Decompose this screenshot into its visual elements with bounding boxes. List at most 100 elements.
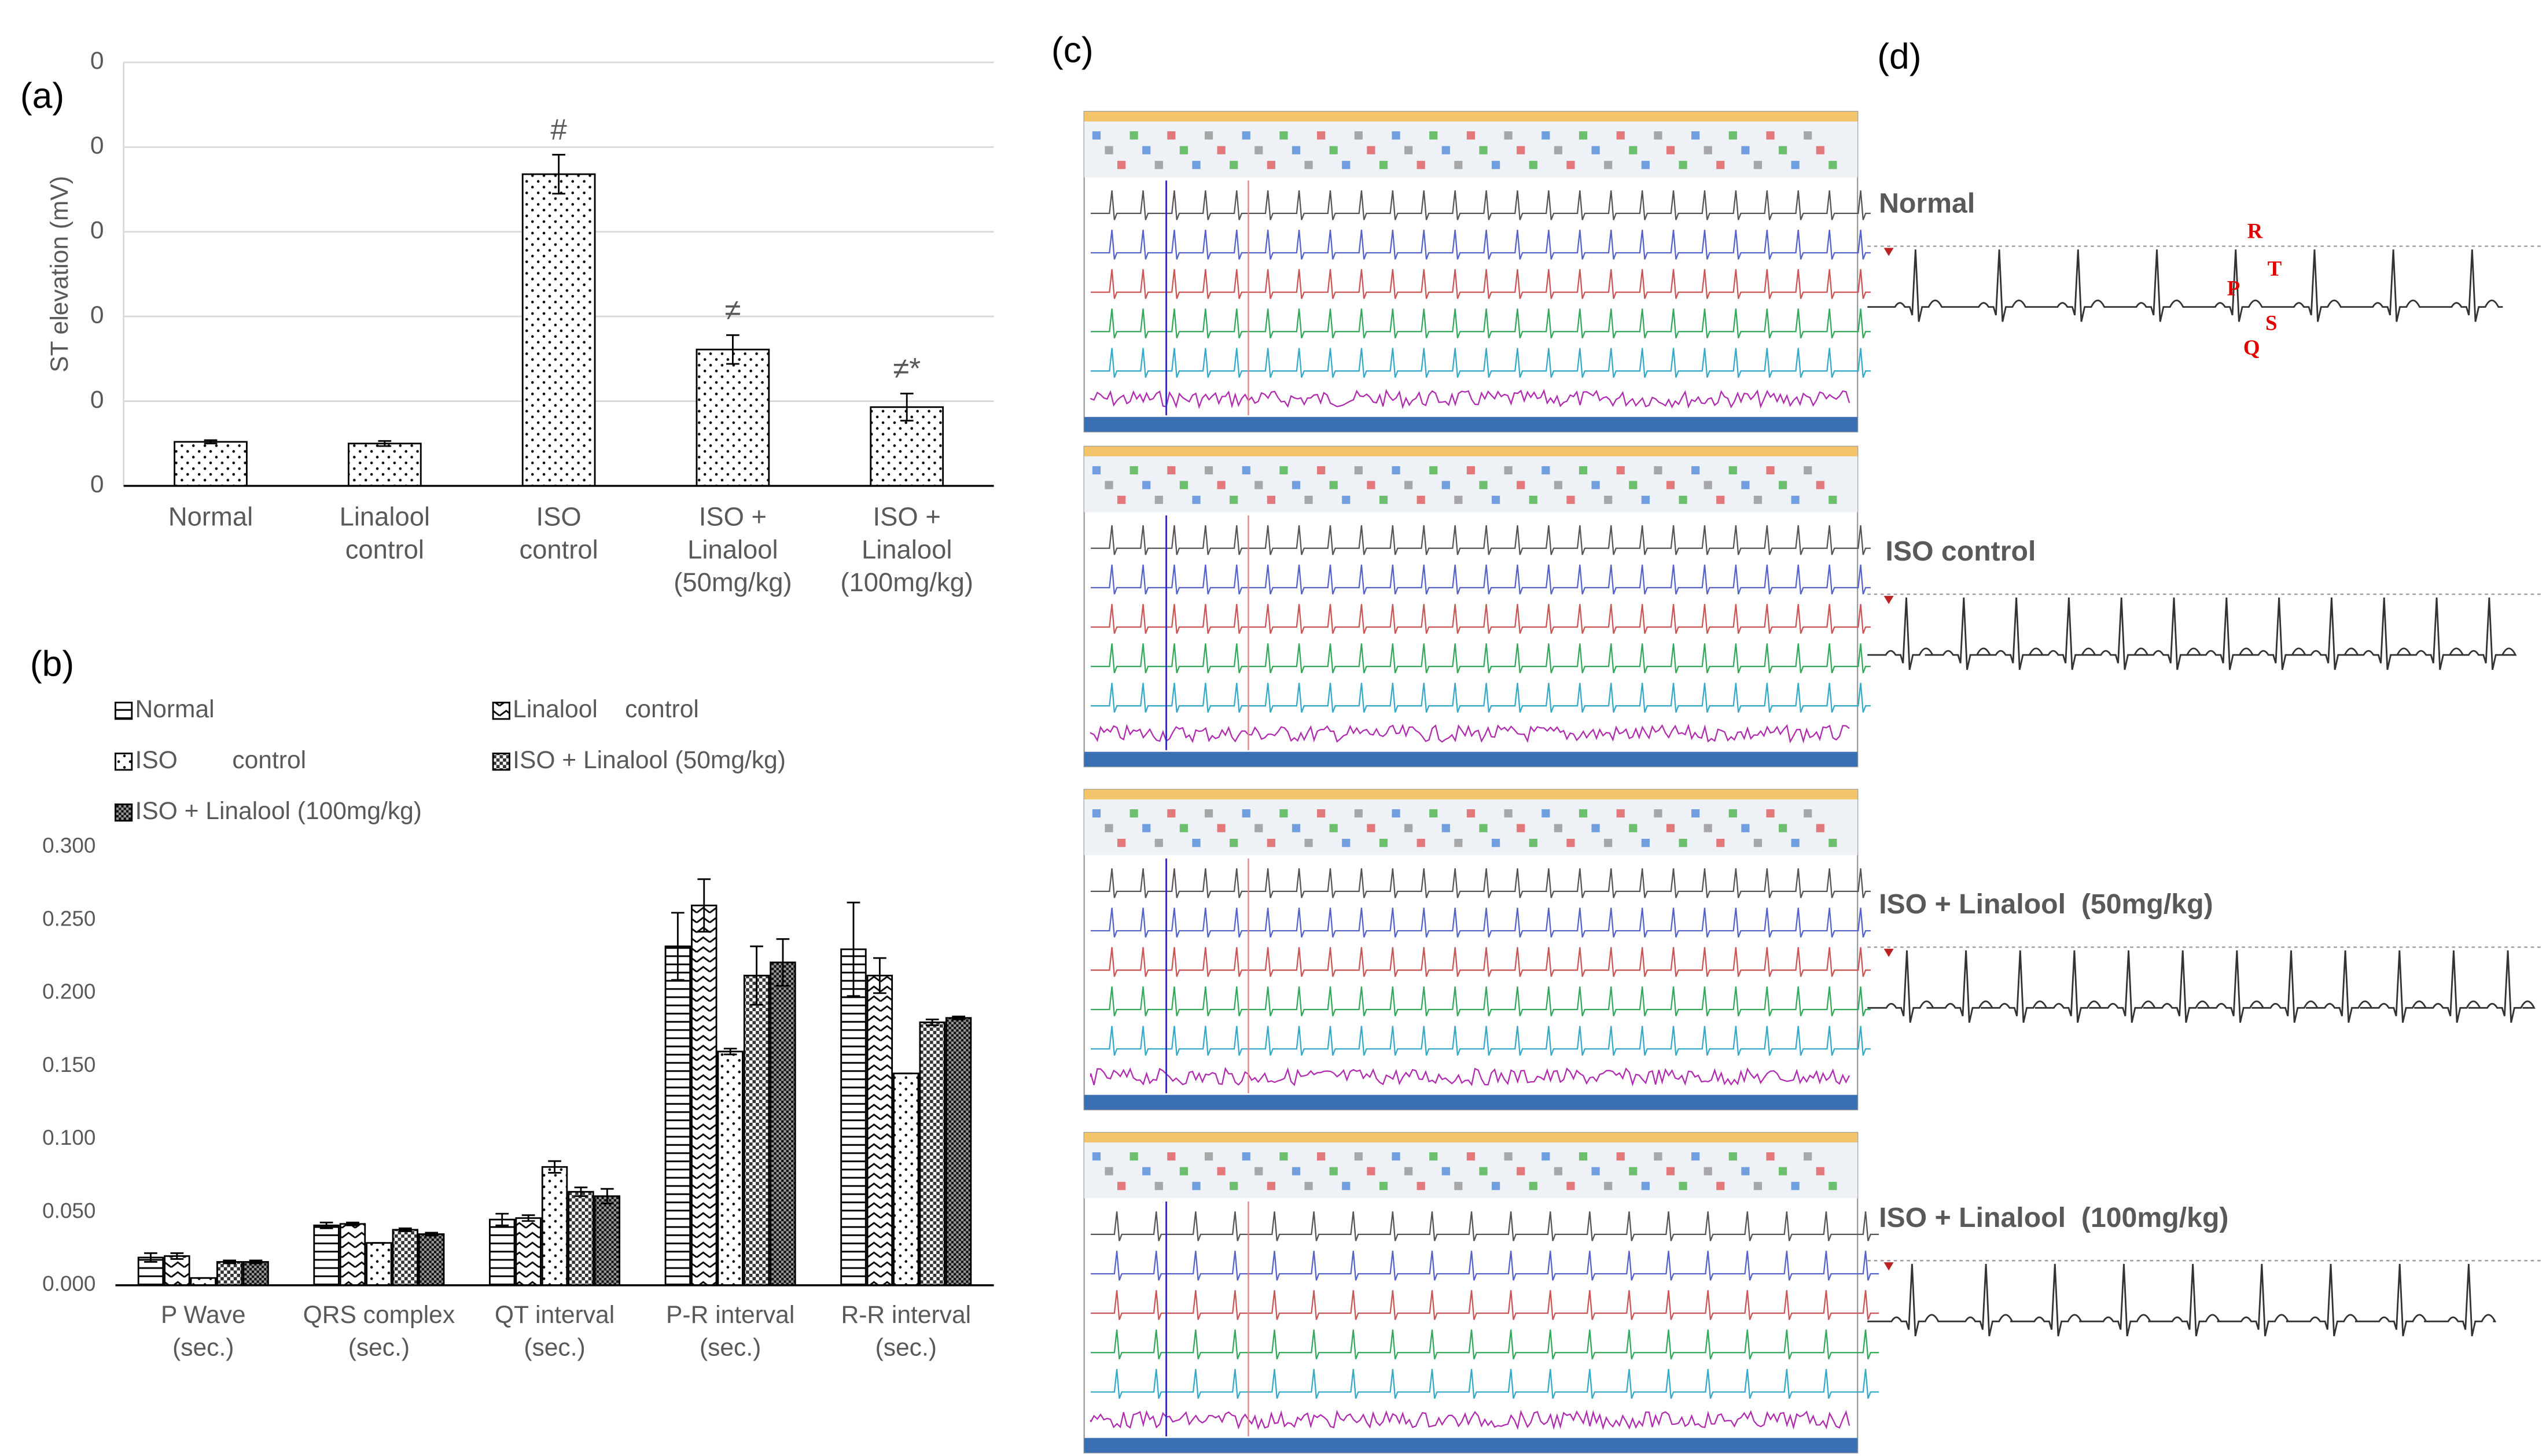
toolbar-icon: [1491, 1182, 1500, 1190]
toolbar-icon: [1204, 809, 1213, 818]
toolbar-icon: [1828, 1182, 1837, 1190]
noise-channel: [1090, 1409, 1850, 1431]
toolbar-icon: [1092, 466, 1101, 475]
toolbar-icon: [1329, 1167, 1338, 1175]
toolbar-icon: [1579, 1152, 1588, 1161]
toolbar-icon: [1716, 495, 1725, 504]
toolbar-icon: [1791, 839, 1800, 847]
toolbar-icon: [1704, 481, 1712, 489]
toolbar-icon: [1242, 809, 1250, 818]
toolbar-icon: [1504, 1152, 1513, 1161]
toolbar-icon: [1279, 466, 1288, 475]
toolbar-icon: [1629, 146, 1638, 154]
toolbar-icon: [1279, 1152, 1288, 1161]
y-tick-label: 0.200: [42, 980, 95, 1004]
toolbar-icon: [1242, 466, 1250, 475]
toolbar-icon: [1154, 1182, 1163, 1190]
x-tick-label: P-R interval (sec.): [666, 1301, 794, 1362]
toolbar-icon: [1254, 146, 1263, 154]
toolbar-icon: [1704, 146, 1712, 154]
toolbar-icon: [1317, 809, 1326, 818]
toolbar-icon: [1654, 466, 1662, 475]
x-tick-line: R-R interval: [841, 1301, 971, 1329]
toolbar-icon: [1454, 1182, 1463, 1190]
toolbar-icon: [1504, 466, 1513, 475]
toolbar-icon: [1342, 495, 1351, 504]
toolbar-icon: [1317, 466, 1326, 475]
toolbar-icon: [1142, 146, 1151, 154]
legend-label: Normal: [135, 695, 215, 723]
bar: [392, 1229, 419, 1287]
wave-label: Q: [2243, 336, 2260, 359]
trace-title: ISO control: [1885, 536, 2036, 567]
annotation: #: [550, 113, 567, 146]
toolbar-icon: [1666, 481, 1675, 489]
marker: [1883, 596, 1894, 604]
toolbar-icon: [1828, 495, 1837, 504]
toolbar-icon: [1753, 161, 1763, 169]
toolbar-icon: [1092, 1152, 1101, 1161]
legend-label: ISO + Linalool (50mg/kg): [513, 746, 786, 774]
toolbar-icon: [1192, 161, 1201, 169]
toolbar-icon: [1828, 839, 1837, 847]
x-tick-line: P Wave: [161, 1301, 246, 1329]
toolbar-icon: [1129, 466, 1138, 475]
toolbar-icon: [1517, 481, 1525, 489]
toolbar-icon: [1117, 161, 1126, 169]
bar: [893, 1072, 919, 1287]
toolbar-icon: [1454, 495, 1463, 504]
toolbar-icon: [1816, 824, 1824, 832]
toolbar-icon: [1816, 481, 1824, 489]
x-tick-line: QT interval: [495, 1301, 615, 1329]
toolbar-icon: [1716, 161, 1725, 169]
toolbar-icon: [1417, 839, 1425, 847]
toolbar-icon: [1304, 839, 1313, 847]
ecg-channel: [1091, 348, 1871, 378]
toolbar-icon: [1217, 146, 1226, 154]
toolbar-icon: [1479, 824, 1488, 832]
toolbar-icon: [1367, 1167, 1375, 1175]
toolbar-icon: [1816, 1167, 1824, 1175]
toolbar-icon: [1142, 481, 1151, 489]
toolbar-icon: [1105, 824, 1113, 832]
toolbar-icon: [1579, 131, 1588, 140]
toolbar-icon: [1579, 809, 1588, 818]
ecg-channel: [1091, 868, 1871, 898]
marker: [1883, 248, 1894, 256]
bar: [164, 1255, 190, 1287]
x-tick-line: Linalool: [687, 535, 778, 564]
toolbar-icon: [1766, 466, 1775, 475]
ecg-channel: [1091, 190, 1871, 220]
error-bar: [495, 1212, 509, 1226]
title-bar: [1084, 111, 1858, 121]
error-bar: [425, 1232, 439, 1237]
toolbar-icon: [1254, 481, 1263, 489]
x-tick-line: (100mg/kg): [840, 567, 973, 597]
toolbar-icon: [1142, 824, 1151, 832]
toolbar-icon: [1604, 839, 1613, 847]
error-bar: [600, 1188, 614, 1204]
toolbar-icon: [1504, 809, 1513, 818]
x-tick-line: Normal: [168, 502, 253, 532]
bar: [717, 1050, 744, 1287]
toolbar-icon: [1292, 146, 1301, 154]
toolbar-icon: [1728, 131, 1737, 140]
toolbar-icon: [1441, 824, 1450, 832]
x-tick-line: QRS complex: [303, 1301, 455, 1329]
error-bar: [750, 945, 763, 1006]
toolbar-icon: [1392, 466, 1400, 475]
x-tick-line: Linalool: [340, 502, 430, 532]
error-bar: [378, 440, 392, 447]
toolbar-icon: [1778, 824, 1787, 832]
toolbar-icon: [1616, 1152, 1625, 1161]
toolbar-icon: [1192, 495, 1201, 504]
x-tick-line: ISO: [536, 502, 582, 532]
toolbar: [1084, 456, 1858, 513]
toolbar-icon: [1417, 1182, 1425, 1190]
toolbar-icon: [1554, 1167, 1562, 1175]
toolbar-icon: [1541, 466, 1550, 475]
noise-channel: [1090, 723, 1850, 744]
x-tick-line: (sec.): [524, 1334, 585, 1362]
toolbar-icon: [1267, 1182, 1275, 1190]
toolbar-icon: [1354, 809, 1363, 818]
